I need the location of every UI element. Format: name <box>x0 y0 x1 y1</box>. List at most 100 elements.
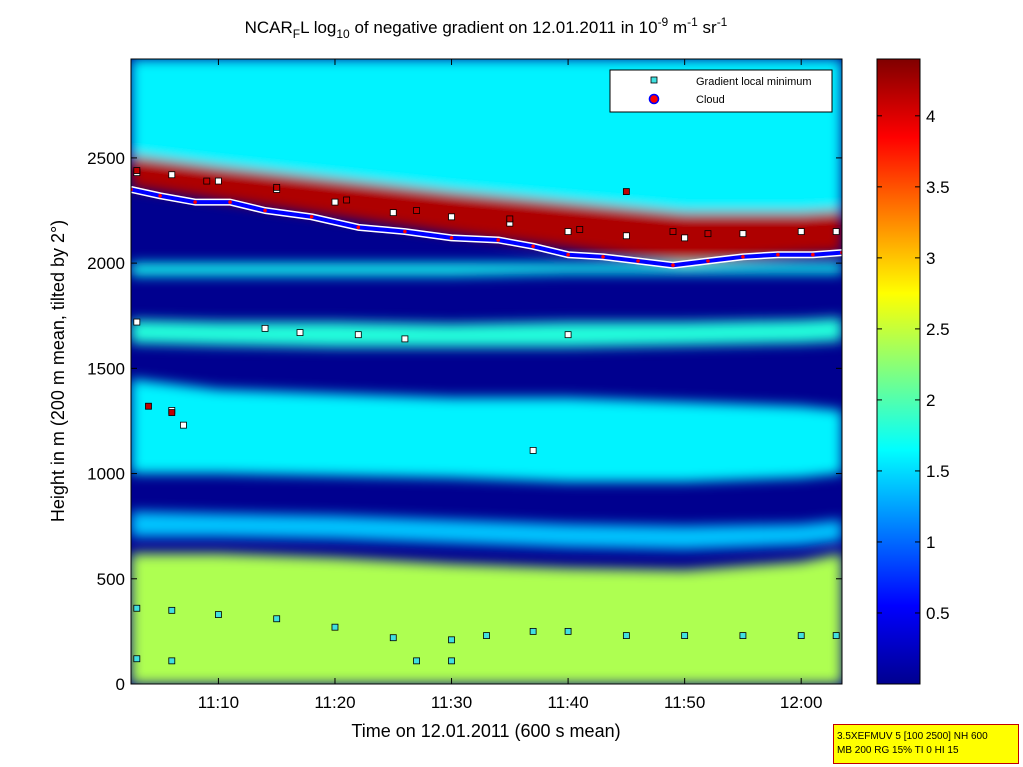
colorbar-tick-label: 3 <box>926 249 935 268</box>
gradient-min-point-30 <box>739 230 747 238</box>
colorbar-tick-label: 2 <box>926 391 935 410</box>
x-tick-label: 11:10 <box>198 693 239 712</box>
gradient-min-point-0 <box>133 604 141 612</box>
gradient-min-point-12 <box>739 632 747 639</box>
legend-box <box>609 69 833 113</box>
colorbar: 0.5 1 1.5 2 2.5 3 3.5 4 <box>876 58 950 685</box>
legend-cloud-label: Cloud <box>696 94 725 106</box>
heatmap-layer-3 <box>131 317 842 348</box>
cloud-base-point-5 <box>343 196 351 204</box>
gradient-min-point-34 <box>261 324 269 332</box>
note-line-2: MB 200 RG 15% TI 0 HI 15 <box>837 745 959 756</box>
gradient-min-point-17 <box>413 657 420 665</box>
cloud-base-point-0 <box>133 167 141 174</box>
cloud-point-4 <box>263 208 267 213</box>
processing-note: 3.5XEFMUV 5 [100 2500] NH 600 MB 200 RG … <box>833 724 1019 764</box>
x-tick-label: 11:20 <box>314 693 355 712</box>
y-tick-label: 500 <box>97 570 125 589</box>
heatmap-layer-2 <box>131 378 842 482</box>
cloud-point-13 <box>636 259 640 263</box>
heatmap-layers <box>131 59 842 684</box>
x-axis-label: Time on 12.01.2011 (600 s mean) <box>351 721 620 741</box>
y-tick-label: 2000 <box>87 254 125 273</box>
heatmap-layer-1 <box>131 511 842 550</box>
gradient-min-point-40 <box>180 421 187 429</box>
cloud-point-10 <box>531 244 535 249</box>
y-axis: 0 500 1000 1500 2000 2500 <box>87 149 842 694</box>
cloud-point-7 <box>403 229 407 234</box>
colorbar-tick-label: 3.5 <box>926 178 950 197</box>
colorbar-tick-label: 1 <box>926 533 935 552</box>
colorbar-tick-label: 1.5 <box>926 462 950 481</box>
gradient-min-point-8 <box>529 627 537 635</box>
gradient-min-point-7 <box>483 632 490 639</box>
cloud-base-point-11 <box>704 230 712 238</box>
x-tick-label: 11:40 <box>547 693 588 712</box>
gradient-min-point-18 <box>448 657 455 665</box>
cloud-point-17 <box>776 252 780 257</box>
gradient-min-point-13 <box>797 632 805 639</box>
y-tick-label: 1000 <box>87 465 125 484</box>
cloud-point-12 <box>601 255 605 259</box>
x-tick-label: 11:50 <box>664 693 705 712</box>
gradient-min-point-9 <box>564 627 572 635</box>
gradient-min-point-29 <box>681 234 689 242</box>
cloud-point-8 <box>449 236 454 240</box>
gradient-min-point-21 <box>215 177 222 185</box>
gradient-min-point-25 <box>448 213 455 221</box>
gradient-min-point-36 <box>354 331 362 339</box>
cloud-point-14 <box>671 263 675 268</box>
colorbar-tick-label: 0.5 <box>926 604 950 623</box>
gradient-min-point-10 <box>622 632 630 639</box>
gradient-min-point-37 <box>401 335 409 343</box>
cloud-base-point-8 <box>576 226 584 233</box>
gradient-min-point-28 <box>622 232 630 240</box>
gradient-min-point-20 <box>168 171 176 179</box>
gradient-min-point-15 <box>133 655 141 663</box>
gradient-min-point-5 <box>389 634 397 642</box>
gradient-min-point-38 <box>564 331 572 339</box>
cloud-point-16 <box>741 255 745 259</box>
gradient-min-point-2 <box>215 611 222 618</box>
x-tick-label: 11:30 <box>431 693 472 712</box>
y-tick-label: 0 <box>116 675 125 694</box>
colorbar-gradient <box>876 58 921 685</box>
cloud-base-point-9 <box>622 188 630 195</box>
cloud-point-3 <box>228 200 232 204</box>
cloud-point-1 <box>158 193 162 198</box>
cloud-point-15 <box>706 259 710 263</box>
x-axis: 11:10 11:20 11:30 11:40 11:50 12:00 <box>198 59 822 712</box>
y-tick-label: 2500 <box>87 149 125 168</box>
legend-gradient-label: Gradient local minimum <box>696 76 812 88</box>
cloud-base-point-4 <box>273 183 281 191</box>
cloud-base-point-10 <box>669 228 677 235</box>
colorbar-tick-label: 2.5 <box>926 320 950 339</box>
gradient-min-point-6 <box>448 636 455 644</box>
gradient-min-point-24 <box>389 209 397 217</box>
cloud-line <box>131 187 842 268</box>
plot-frame <box>130 58 843 685</box>
gradient-min-point-1 <box>168 606 176 614</box>
cloud-point-11 <box>566 252 570 257</box>
legend-gradient-marker <box>650 76 658 84</box>
gradient-min-point-41 <box>529 447 537 454</box>
gradient-min-point-4 <box>331 623 339 631</box>
cloud-base-point-1 <box>145 402 152 410</box>
y-tick-label: 1500 <box>87 359 125 378</box>
chart-title: NCARFL log10 of negative gradient on 12.… <box>245 15 728 41</box>
cloud-base-point-3 <box>203 177 211 185</box>
colorbar-ticks: 0.5 1 1.5 2 2.5 3 3.5 4 <box>877 107 950 623</box>
note-line-1: 3.5XEFMUV 5 [100 2500] NH 600 <box>837 731 988 742</box>
plot-area <box>131 59 842 684</box>
gradient-min-point-31 <box>797 228 805 235</box>
cloud-point-5 <box>309 215 314 219</box>
cloud-point-6 <box>356 225 361 230</box>
cloud-base-point-2 <box>168 409 176 416</box>
legend-cloud-marker <box>648 93 660 105</box>
marker-layer <box>131 167 842 665</box>
legend: Gradient local minimum Cloud <box>609 69 833 113</box>
gradient-min-point-23 <box>331 198 339 206</box>
y-axis-label: Height in m (200 m mean, tilted by 2°) <box>48 220 68 522</box>
cloud-point-2 <box>193 200 197 204</box>
